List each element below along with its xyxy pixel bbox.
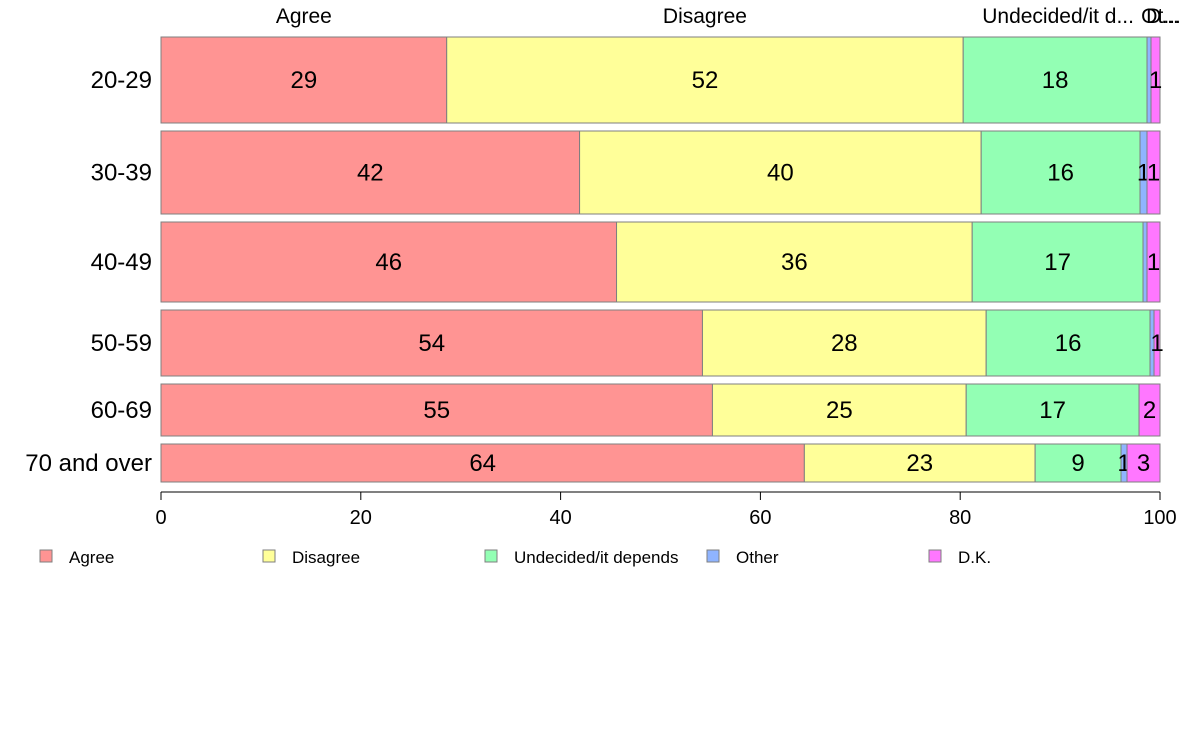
data-label-d-k-50-59: 1 bbox=[1150, 330, 1163, 357]
category-label-60-69: 60-69 bbox=[91, 397, 152, 424]
bar-undecided-it-depends-70-and-over bbox=[1034, 443, 1122, 483]
data-label-d-k-30-39: 1 bbox=[1147, 160, 1160, 187]
data-label-d-k-70-and-over: 3 bbox=[1137, 450, 1150, 477]
category-label-50-59: 50-59 bbox=[91, 330, 152, 357]
bar-d-k-50-59 bbox=[1153, 309, 1161, 377]
category-labels: 20-29 30-39 40-49 50-59 60-69 70 and over bbox=[25, 67, 152, 477]
bar-d-k-60-69 bbox=[1138, 383, 1161, 437]
legend-label-disagree: Disagree bbox=[292, 548, 360, 567]
bar-agree-50-59 bbox=[160, 309, 703, 377]
data-label-agree-40-49: 46 bbox=[375, 249, 402, 276]
legend-label-d-k: D.K. bbox=[958, 548, 991, 567]
legend: Agree Disagree Undecided/it depends Other D.… bbox=[39, 548, 991, 567]
bar-agree-40-49 bbox=[160, 221, 618, 303]
bar-disagree-50-59 bbox=[701, 309, 987, 377]
bar-d-k-20-29 bbox=[1150, 36, 1161, 124]
category-label-70-and-over: 70 and over bbox=[25, 450, 152, 477]
data-label-disagree-70-and-over: 23 bbox=[906, 450, 933, 477]
data-label-agree-20-29: 29 bbox=[291, 67, 318, 94]
data-label-agree-30-39: 42 bbox=[357, 160, 384, 187]
data-label-d-k-60-69: 2 bbox=[1143, 397, 1156, 424]
legend-label-agree: Agree bbox=[69, 548, 114, 567]
column-header-5: D... bbox=[1146, 5, 1179, 28]
bar-agree-60-69 bbox=[160, 383, 713, 437]
bar-agree-70-and-over bbox=[160, 443, 805, 483]
bar-undecided-it-depends-40-49 bbox=[971, 221, 1144, 303]
bar-d-k-70-and-over bbox=[1126, 443, 1161, 483]
category-label-20-29: 20-29 bbox=[91, 67, 152, 94]
x-tick-label-40: 40 bbox=[549, 507, 571, 529]
legend-swatch-other bbox=[706, 549, 720, 563]
data-label-undecided-it-depends-50-59: 16 bbox=[1055, 330, 1082, 357]
x-tick-label-20: 20 bbox=[350, 507, 372, 529]
legend-swatch-undecided-it-depends bbox=[484, 549, 498, 563]
data-label-undecided-it-depends-70-and-over: 9 bbox=[1071, 450, 1084, 477]
bar-disagree-20-29 bbox=[446, 36, 964, 124]
column-header-2: Disagree bbox=[663, 5, 747, 28]
column-header-1: Agree bbox=[276, 5, 332, 28]
legend-swatch-agree bbox=[39, 549, 53, 563]
legend-swatch-disagree bbox=[262, 549, 276, 563]
bar-d-k-40-49 bbox=[1146, 221, 1161, 303]
data-label-disagree-60-69: 25 bbox=[826, 397, 853, 424]
column-headers: Agree Disagree Undecided/it d... Ot...D... bbox=[276, 5, 1181, 28]
legend-label-undecided-it-depends: Undecided/it depends bbox=[514, 548, 678, 567]
data-label-d-k-40-49: 1 bbox=[1147, 249, 1160, 276]
data-label-agree-70-and-over: 64 bbox=[469, 450, 496, 477]
legend-swatch-d-k bbox=[928, 549, 942, 563]
x-tick-label-80: 80 bbox=[949, 507, 971, 529]
data-label-undecided-it-depends-60-69: 17 bbox=[1039, 397, 1066, 424]
data-label-undecided-it-depends-40-49: 17 bbox=[1044, 249, 1071, 276]
x-tick-label-0: 0 bbox=[155, 507, 166, 529]
bar-disagree-30-39 bbox=[579, 130, 982, 215]
column-header-4: Ot... bbox=[1141, 5, 1181, 28]
bar-undecided-it-depends-30-39 bbox=[980, 130, 1141, 215]
bar-agree-30-39 bbox=[160, 130, 581, 215]
category-label-40-49: 40-49 bbox=[91, 249, 152, 276]
data-label-disagree-30-39: 40 bbox=[767, 160, 794, 187]
bar-disagree-70-and-over bbox=[803, 443, 1036, 483]
bar-disagree-40-49 bbox=[616, 221, 973, 303]
data-label-agree-50-59: 54 bbox=[418, 330, 445, 357]
data-label-undecided-it-depends-20-29: 18 bbox=[1042, 67, 1069, 94]
data-label-disagree-50-59: 28 bbox=[831, 330, 858, 357]
bar-d-k-30-39 bbox=[1146, 130, 1161, 215]
bar-disagree-60-69 bbox=[711, 383, 967, 437]
x-axis: 0 20 40 60 80 100 bbox=[155, 491, 1177, 529]
data-label-agree-60-69: 55 bbox=[423, 397, 450, 424]
column-header-3: Undecided/it d... bbox=[982, 5, 1134, 28]
x-tick-label-60: 60 bbox=[749, 507, 771, 529]
data-label-disagree-40-49: 36 bbox=[781, 249, 808, 276]
category-label-30-39: 30-39 bbox=[91, 160, 152, 187]
data-label-d-k-20-29: 1 bbox=[1149, 67, 1162, 94]
legend-label-other: Other bbox=[736, 548, 779, 567]
x-tick-label-100: 100 bbox=[1143, 507, 1176, 529]
data-label-disagree-20-29: 52 bbox=[692, 67, 719, 94]
bar-undecided-it-depends-50-59 bbox=[985, 309, 1151, 377]
data-label-undecided-it-depends-30-39: 16 bbox=[1047, 160, 1074, 187]
